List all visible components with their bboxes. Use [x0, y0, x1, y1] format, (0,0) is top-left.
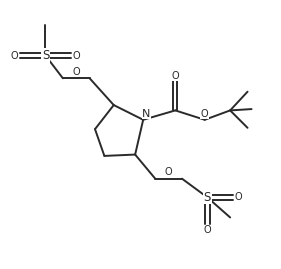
- Text: N: N: [142, 109, 151, 119]
- Text: O: O: [235, 192, 243, 202]
- Text: O: O: [201, 109, 209, 119]
- Text: O: O: [165, 167, 173, 177]
- Text: O: O: [72, 67, 80, 77]
- Text: S: S: [42, 49, 49, 62]
- Text: O: O: [73, 51, 81, 61]
- Text: O: O: [10, 51, 18, 61]
- Text: O: O: [204, 225, 211, 235]
- Text: S: S: [204, 191, 211, 204]
- Text: O: O: [171, 71, 179, 81]
